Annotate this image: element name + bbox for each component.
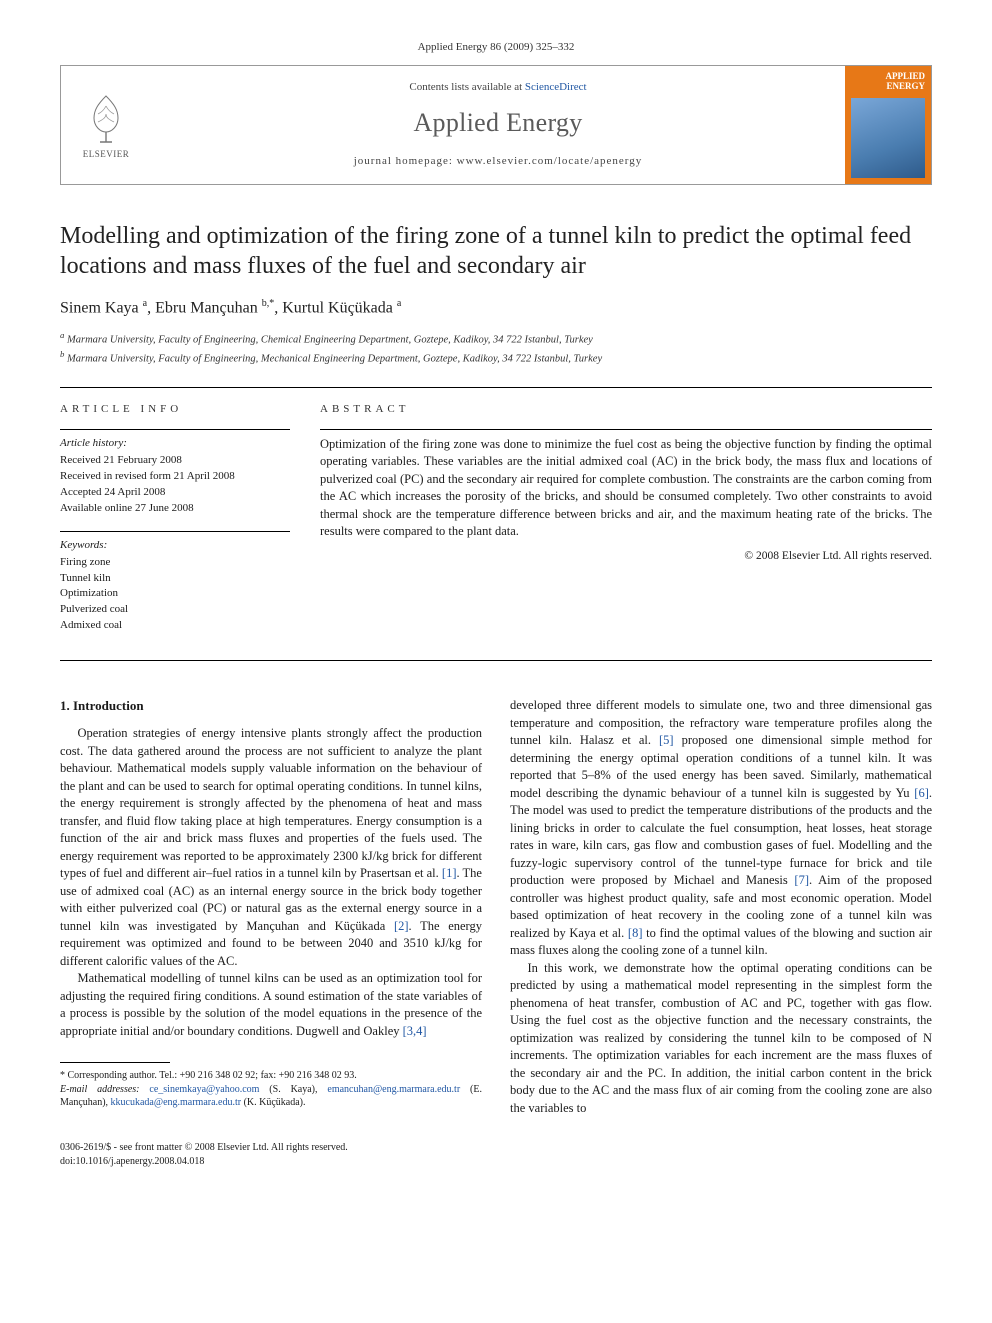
history-line: Available online 27 June 2008 <box>60 501 290 517</box>
history-line: Received in revised form 21 April 2008 <box>60 469 290 485</box>
keywords-block: Keywords: Firing zone Tunnel kiln Optimi… <box>60 538 290 635</box>
abstract-label: ABSTRACT <box>320 402 932 417</box>
header-center: Contents lists available at ScienceDirec… <box>151 66 845 184</box>
divider <box>60 387 932 388</box>
divider <box>60 660 932 661</box>
abstract-text: Optimization of the firing zone was done… <box>320 436 932 541</box>
abstract-column: ABSTRACT Optimization of the firing zone… <box>320 402 932 648</box>
footer-doi: doi:10.1016/j.apenergy.2008.04.018 <box>60 1155 932 1169</box>
keyword: Tunnel kiln <box>60 571 290 587</box>
elsevier-label: ELSEVIER <box>83 148 130 160</box>
page-footer: 0306-2619/$ - see front matter © 2008 El… <box>60 1141 932 1168</box>
body-paragraph: developed three different models to simu… <box>510 697 932 960</box>
article-info-column: ARTICLE INFO Article history: Received 2… <box>60 402 290 648</box>
article-history: Article history: Received 21 February 20… <box>60 436 290 517</box>
homepage-prefix: journal homepage: <box>354 155 457 167</box>
corresponding-author-note: * Corresponding author. Tel.: +90 216 34… <box>60 1069 482 1083</box>
elsevier-logo[interactable]: ELSEVIER <box>61 66 151 184</box>
article-info-label: ARTICLE INFO <box>60 402 290 417</box>
keyword: Firing zone <box>60 555 290 571</box>
elsevier-tree-icon <box>78 90 134 146</box>
body-paragraph: Operation strategies of energy intensive… <box>60 725 482 970</box>
article-title: Modelling and optimization of the firing… <box>60 221 932 281</box>
keyword: Pulverized coal <box>60 602 290 618</box>
homepage-url[interactable]: www.elsevier.com/locate/apenergy <box>457 155 643 167</box>
info-abstract-row: ARTICLE INFO Article history: Received 2… <box>60 402 932 648</box>
cover-image <box>851 98 925 178</box>
body-paragraph: In this work, we demonstrate how the opt… <box>510 960 932 1118</box>
journal-cover-thumbnail: APPLIED ENERGY <box>845 66 931 184</box>
contents-prefix: Contents lists available at <box>409 81 524 93</box>
history-line: Accepted 24 April 2008 <box>60 485 290 501</box>
journal-homepage: journal homepage: www.elsevier.com/locat… <box>354 154 643 169</box>
footnote-separator <box>60 1062 170 1063</box>
cover-title: APPLIED ENERGY <box>851 72 925 92</box>
authors-list: Sinem Kaya a, Ebru Mançuhan b,*, Kurtul … <box>60 297 932 319</box>
body-paragraph: Mathematical modelling of tunnel kilns c… <box>60 970 482 1040</box>
keyword: Optimization <box>60 586 290 602</box>
mini-divider <box>320 429 932 430</box>
contents-available: Contents lists available at ScienceDirec… <box>409 80 586 95</box>
keyword: Admixed coal <box>60 618 290 634</box>
footnotes: * Corresponding author. Tel.: +90 216 34… <box>60 1069 482 1110</box>
journal-reference: Applied Energy 86 (2009) 325–332 <box>60 40 932 55</box>
sciencedirect-link[interactable]: ScienceDirect <box>525 81 587 93</box>
journal-header: ELSEVIER Contents lists available at Sci… <box>60 65 932 185</box>
affiliations: a Marmara University, Faculty of Enginee… <box>60 329 932 367</box>
email-addresses: E-mail addresses: ce_sinemkaya@yahoo.com… <box>60 1083 482 1110</box>
history-label: Article history: <box>60 436 290 452</box>
mini-divider <box>60 429 290 430</box>
body-two-column: 1. Introduction Operation strategies of … <box>60 697 932 1117</box>
footer-copyright: 0306-2619/$ - see front matter © 2008 El… <box>60 1141 932 1155</box>
journal-name: Applied Energy <box>413 105 582 140</box>
affiliation-b: b Marmara University, Faculty of Enginee… <box>60 348 932 367</box>
abstract-copyright: © 2008 Elsevier Ltd. All rights reserved… <box>320 549 932 565</box>
history-line: Received 21 February 2008 <box>60 453 290 469</box>
keywords-label: Keywords: <box>60 538 290 554</box>
mini-divider <box>60 531 290 532</box>
email-label: E-mail addresses: <box>60 1084 140 1095</box>
affiliation-a: a Marmara University, Faculty of Enginee… <box>60 329 932 348</box>
section-heading-introduction: 1. Introduction <box>60 697 482 715</box>
